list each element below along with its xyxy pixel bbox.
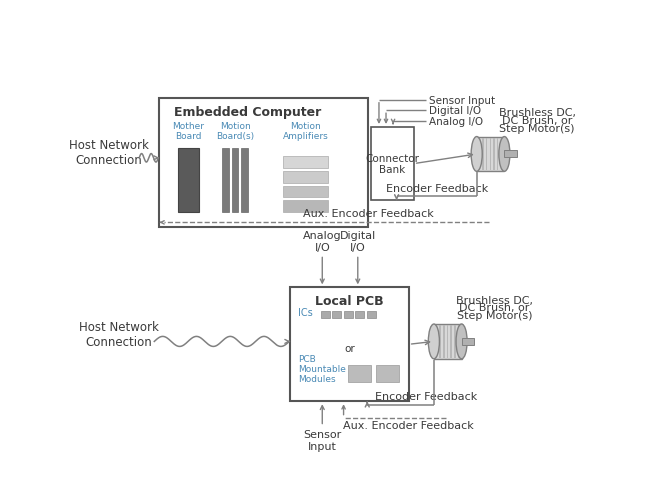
Text: Host Network
Connection: Host Network Connection	[79, 320, 159, 348]
Bar	[443, 326, 445, 358]
Bar	[450, 326, 452, 358]
Bar	[500, 138, 502, 171]
Bar	[458, 326, 460, 358]
Bar	[348, 365, 371, 382]
FancyBboxPatch shape	[371, 128, 413, 201]
Bar	[283, 172, 328, 183]
Ellipse shape	[499, 137, 510, 172]
Text: Brushless DC,: Brushless DC,	[456, 295, 533, 305]
Bar	[439, 326, 441, 358]
Bar	[283, 201, 328, 212]
Bar	[476, 137, 504, 172]
Text: Digital I/O: Digital I/O	[429, 106, 481, 116]
Bar	[241, 149, 248, 212]
Text: DC Brush, or: DC Brush, or	[459, 303, 530, 313]
Bar	[222, 149, 229, 212]
Bar	[332, 312, 341, 319]
Text: Analog
I/O: Analog I/O	[303, 230, 342, 252]
Bar	[232, 149, 239, 212]
Bar	[493, 138, 495, 171]
Bar	[283, 157, 328, 168]
FancyBboxPatch shape	[159, 99, 369, 228]
FancyBboxPatch shape	[291, 288, 409, 401]
Text: Sensor Input: Sensor Input	[429, 96, 495, 106]
Bar	[367, 312, 376, 319]
Ellipse shape	[428, 324, 439, 359]
Bar	[462, 338, 474, 345]
Bar	[344, 312, 353, 319]
Text: Mother
Board: Mother Board	[172, 122, 205, 141]
Text: DC Brush, or: DC Brush, or	[502, 116, 573, 126]
Bar	[434, 324, 462, 359]
Text: Step Motor(s): Step Motor(s)	[499, 123, 575, 133]
Ellipse shape	[471, 137, 482, 172]
Text: ICs: ICs	[298, 307, 313, 317]
Bar	[436, 326, 437, 358]
Text: Aux. Encoder Feedback: Aux. Encoder Feedback	[343, 420, 474, 430]
Bar	[320, 312, 330, 319]
Bar	[454, 326, 456, 358]
Text: Digital
I/O: Digital I/O	[340, 230, 376, 252]
Text: PCB
Mountable
Modules: PCB Mountable Modules	[298, 354, 346, 384]
Text: Motion
Amplifiers: Motion Amplifiers	[283, 122, 328, 141]
Text: Motion
Board(s): Motion Board(s)	[216, 122, 254, 141]
Bar	[504, 151, 517, 158]
Text: or: or	[344, 343, 355, 353]
Bar	[497, 138, 499, 171]
Bar	[489, 138, 491, 171]
Text: Analog I/O: Analog I/O	[429, 116, 483, 126]
Text: Local PCB: Local PCB	[315, 295, 384, 308]
Bar	[376, 365, 398, 382]
Bar	[356, 312, 365, 319]
Text: Aux. Encoder Feedback: Aux. Encoder Feedback	[303, 209, 434, 219]
Text: Host Network
Connection: Host Network Connection	[69, 139, 149, 167]
Text: Sensor
Input: Sensor Input	[303, 429, 341, 451]
Bar	[179, 149, 199, 212]
Ellipse shape	[456, 324, 467, 359]
Bar	[482, 138, 484, 171]
Bar	[283, 186, 328, 198]
Bar	[447, 326, 448, 358]
Text: Encoder Feedback: Encoder Feedback	[375, 392, 478, 401]
Text: Brushless DC,: Brushless DC,	[499, 108, 576, 118]
Text: Encoder Feedback: Encoder Feedback	[385, 183, 488, 193]
Bar	[478, 138, 480, 171]
Text: Embedded Computer: Embedded Computer	[174, 106, 320, 119]
Bar	[486, 138, 488, 171]
Text: Step Motor(s): Step Motor(s)	[456, 311, 532, 321]
Text: Connector
Bank: Connector Bank	[365, 153, 419, 175]
